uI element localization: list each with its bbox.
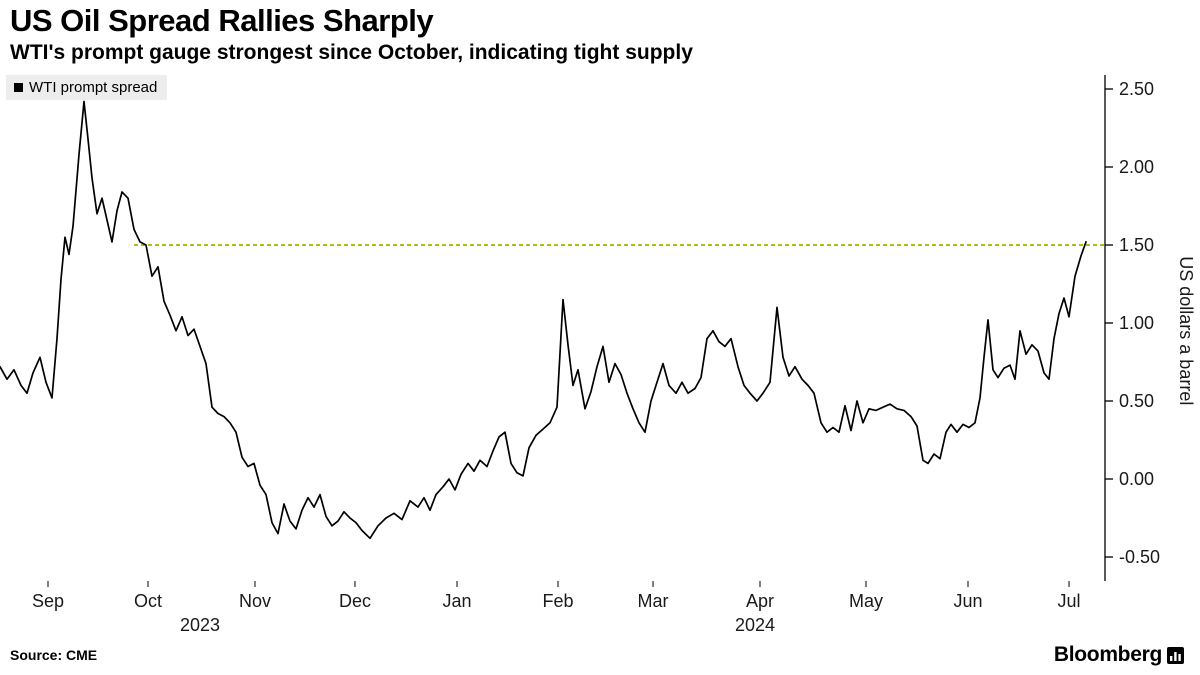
svg-text:Oct: Oct: [134, 591, 162, 611]
svg-text:Jan: Jan: [442, 591, 471, 611]
svg-text:Jul: Jul: [1057, 591, 1080, 611]
footer: Source: CME Bloomberg: [10, 643, 1184, 667]
page-subtitle: WTI's prompt gauge strongest since Octob…: [10, 41, 693, 65]
page-title: US Oil Spread Rallies Sharply: [10, 3, 434, 38]
bloomberg-logo: Bloomberg: [1054, 643, 1184, 667]
bloomberg-wordmark: Bloomberg: [1053, 643, 1162, 666]
svg-text:2.00: 2.00: [1119, 157, 1154, 177]
svg-text:0.50: 0.50: [1119, 391, 1154, 411]
svg-text:2024: 2024: [735, 615, 775, 635]
svg-text:-0.50: -0.50: [1119, 547, 1160, 567]
svg-text:Feb: Feb: [542, 591, 573, 611]
svg-text:May: May: [849, 591, 883, 611]
svg-text:2023: 2023: [180, 615, 220, 635]
svg-text:1.50: 1.50: [1119, 235, 1154, 255]
source-label: Source: CME: [10, 647, 98, 663]
bloomberg-chart-icon: [1167, 646, 1184, 664]
svg-text:Jun: Jun: [953, 591, 982, 611]
chart-area: WTI prompt spread 2.50 2.00 1.50 1.00 0.50 0.…: [0, 69, 1200, 639]
svg-text:Nov: Nov: [239, 591, 271, 611]
svg-text:2.50: 2.50: [1119, 79, 1154, 99]
svg-text:Mar: Mar: [638, 591, 669, 611]
legend: WTI prompt spread: [6, 75, 168, 101]
svg-text:0.00: 0.00: [1119, 469, 1154, 489]
legend-label: WTI prompt spread: [29, 79, 158, 97]
line-chart: 2.50 2.00 1.50 1.00 0.50 0.00 -0.50 US dollars …: [0, 75, 1196, 635]
svg-text:1.00: 1.00: [1119, 313, 1154, 333]
svg-text:Sep: Sep: [32, 591, 64, 611]
svg-text:Dec: Dec: [339, 591, 371, 611]
svg-text:US dollars a barrel: US dollars a barrel: [1176, 257, 1196, 406]
legend-swatch-icon: [14, 83, 23, 93]
svg-text:Apr: Apr: [746, 591, 774, 611]
